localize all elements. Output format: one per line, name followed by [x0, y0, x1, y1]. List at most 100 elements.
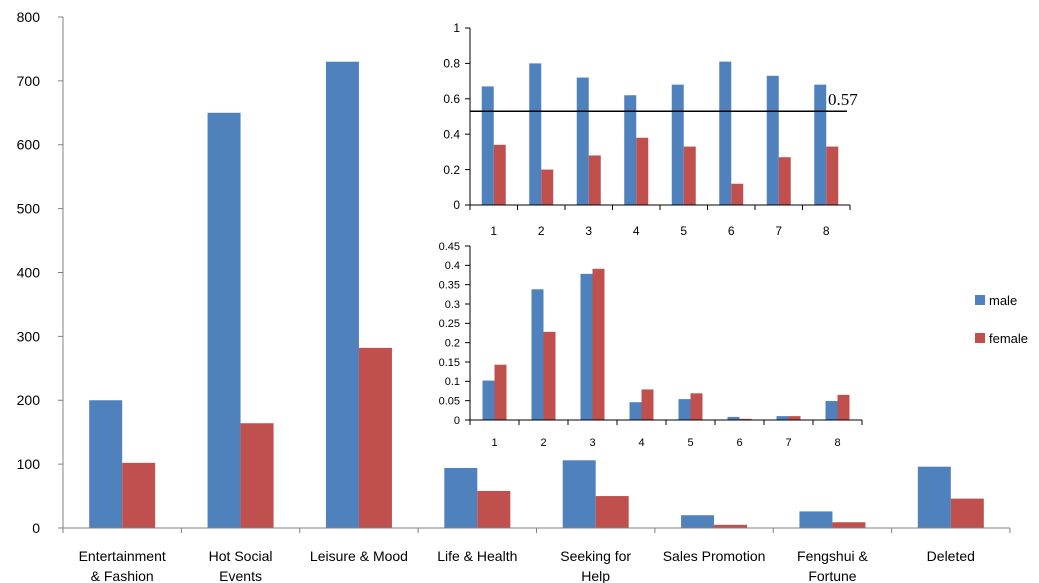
x-category-label: 2: [538, 224, 545, 238]
reference-line-label: 0.57: [828, 90, 858, 109]
y-tick-label: 0.6: [443, 92, 460, 106]
bar-female: [494, 364, 507, 420]
x-category-label: Sales Promotion: [663, 548, 766, 564]
y-tick-label: 0.05: [439, 396, 460, 408]
y-tick-label: 1: [453, 21, 460, 35]
x-category-label: 7: [775, 224, 782, 238]
y-tick-label: 200: [17, 392, 41, 408]
bar-female: [690, 393, 703, 420]
bar-female: [477, 490, 511, 528]
x-category-label: 5: [687, 437, 693, 449]
x-category-label: 3: [589, 437, 595, 449]
bar-male: [776, 416, 789, 420]
x-category-label: 5: [680, 224, 687, 238]
x-category-label: 7: [785, 437, 791, 449]
bar-male: [482, 380, 495, 420]
x-category-label: Life & Health: [437, 548, 517, 564]
y-tick-label: 0: [454, 415, 460, 427]
bar-female: [592, 268, 605, 420]
y-tick-label: 0.4: [445, 260, 460, 272]
y-tick-label: 500: [17, 201, 41, 217]
x-category-label: Fengshui & Fortune: [797, 548, 868, 583]
y-tick-label: 0.45: [439, 241, 460, 253]
y-tick-label: 300: [17, 328, 41, 344]
x-category-label: Seeking for Help: [560, 548, 631, 583]
legend-swatch-male: [975, 295, 985, 305]
bar-male: [325, 61, 359, 529]
y-tick-label: 700: [17, 73, 41, 89]
x-category-label: Hot Social Events: [209, 548, 273, 583]
legend-label-female: female: [989, 331, 1028, 346]
bar-male: [529, 63, 542, 206]
bar-female: [778, 157, 791, 205]
bar-female: [240, 423, 274, 528]
bar-female: [837, 394, 850, 420]
bar-female: [826, 146, 839, 205]
y-tick-label: 0.35: [439, 280, 460, 292]
y-tick-label: 600: [17, 137, 41, 153]
bar-male: [444, 467, 478, 528]
y-tick-label: 0: [32, 520, 40, 536]
y-tick-label: 0: [453, 198, 460, 212]
bar-female: [358, 347, 392, 528]
bar-male: [766, 75, 779, 205]
x-category-label: 4: [633, 224, 640, 238]
bar-male: [580, 273, 593, 420]
x-category-label: 8: [834, 437, 840, 449]
bar-male: [624, 95, 637, 205]
legend: male female: [975, 293, 1028, 346]
bar-male: [678, 399, 691, 420]
x-category-label: 6: [728, 224, 735, 238]
bar-female: [122, 462, 156, 528]
x-category-label: 8: [823, 224, 830, 238]
bar-male: [207, 112, 241, 528]
y-tick-label: 0.4: [443, 127, 460, 141]
bar-male: [681, 515, 715, 528]
x-category-label: 4: [638, 437, 644, 449]
y-tick-label: 800: [17, 9, 41, 25]
bar-male: [531, 289, 544, 420]
x-category-label: 2: [540, 437, 546, 449]
x-category-label: Deleted: [927, 548, 975, 564]
bar-female: [788, 416, 801, 420]
bar-male: [576, 77, 589, 205]
bar-female: [493, 144, 506, 205]
bar-female: [950, 498, 984, 528]
bar-male: [481, 86, 494, 205]
y-tick-label: 0.1: [445, 376, 460, 388]
chart-3: 0 0.05 0.1 0.15 0.2 0.25 0.3 0.35 0.4 0.45 1 2 3 4 5 6 7…: [425, 236, 877, 450]
y-tick-label: 0.2: [445, 338, 460, 350]
x-category-label: 1: [490, 224, 497, 238]
x-category-label: Entertainment & Fashion: [79, 548, 166, 583]
x-category-label: Leisure & Mood: [310, 548, 408, 564]
bar-female: [739, 418, 752, 420]
y-tick-label: 0.8: [443, 57, 460, 71]
bar-female: [543, 331, 556, 420]
bar-female: [595, 496, 629, 528]
y-tick-label: 0.15: [439, 357, 460, 369]
bar-female: [636, 137, 649, 205]
bar-female: [832, 522, 866, 528]
bar-male: [727, 416, 740, 420]
chart-2: 0 0.2 0.4 0.6 0.8 1 1 2 3 4 5 6 7 8 0.57: [425, 18, 865, 238]
bar-female: [731, 183, 744, 205]
y-tick-label: 0.3: [445, 299, 460, 311]
bar-female: [641, 389, 654, 420]
bar-female: [541, 169, 554, 205]
bar-female: [683, 146, 696, 205]
x-category-label: 1: [491, 437, 497, 449]
bar-male: [814, 84, 827, 205]
x-category-label: 6: [736, 437, 742, 449]
bar-male: [671, 84, 684, 205]
bar-male: [917, 466, 951, 528]
y-tick-label: 0.2: [443, 163, 460, 177]
y-tick-label: 0.25: [439, 318, 460, 330]
bar-female: [588, 155, 601, 205]
legend-label-male: male: [989, 293, 1017, 308]
bar-male: [562, 460, 596, 528]
bar-male: [719, 61, 732, 205]
legend-swatch-female: [975, 333, 985, 343]
y-tick-label: 400: [17, 264, 41, 280]
